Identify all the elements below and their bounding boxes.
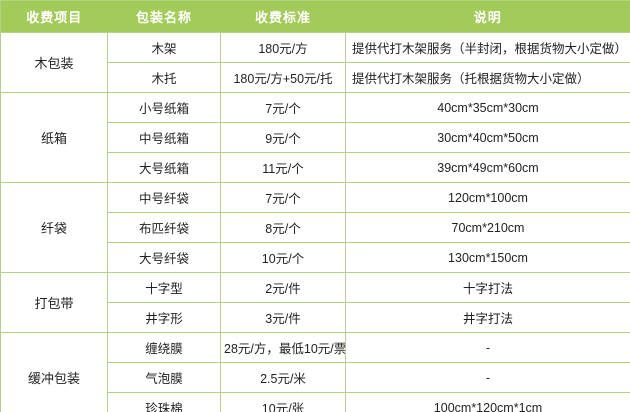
table-row: 珍珠棉 10元/张 100cm*120cm*1cm [1,392,630,412]
table-row: 纤袋 中号纤袋 7元/个 120cm*100cm [0,182,630,273]
table-row: 打包带 十字型 2元/件 十字打法 [0,272,630,333]
price-cell: 11元/个 [220,152,346,183]
table-row: 木包装 木架 180元/方 提供代打木架服务（半封闭，根据货物大小定做） [0,32,630,93]
fee-category-cell: 缓冲包装 [0,332,108,412]
fee-category-cell: 打包带 [0,272,108,333]
fee-category-cell: 木包装 [0,32,108,93]
table-row: 布匹纤袋 8元/个 70cm*210cm [1,212,630,243]
table-row: 中号纸箱 9元/个 30cm*40cm*50cm [1,122,630,153]
table-row: 大号纤袋 10元/个 130cm*150cm [1,242,630,273]
fee-category-cell: 纤袋 [0,182,108,273]
description-cell: 120cm*100cm [345,182,630,213]
table-row: 气泡膜 2.5元/米 - [1,362,630,393]
description-cell: - [345,332,630,363]
package-name-cell: 缠绕膜 [107,332,221,363]
package-name-cell: 布匹纤袋 [107,212,221,243]
description-cell: 提供代打木架服务（半封闭，根据货物大小定做） [345,32,630,63]
price-cell: 28元/方，最低10元/票 [220,332,346,363]
header-fee-item: 收费项目 [0,0,108,33]
package-name-cell: 大号纸箱 [107,152,221,183]
description-cell: 130cm*150cm [345,242,630,273]
header-fee-standard: 收费标准 [220,0,346,33]
package-name-cell: 珍珠棉 [107,392,221,412]
price-cell: 8元/个 [220,212,346,243]
price-cell: 7元/个 [220,92,346,123]
package-name-cell: 木架 [107,32,221,63]
description-cell: 十字打法 [345,272,630,303]
price-cell: 2.5元/米 [220,362,346,393]
fee-category-cell: 纸箱 [0,92,108,183]
table-row: 大号纸箱 11元/个 39cm*49cm*60cm [1,152,630,183]
header-description: 说明 [345,0,630,33]
description-cell: 100cm*120cm*1cm [345,392,630,412]
header-package-name: 包装名称 [107,0,221,33]
price-cell: 3元/件 [220,302,346,333]
package-name-cell: 小号纸箱 [107,92,221,123]
table-header: 收费项目 包装名称 收费标准 说明 [0,0,630,33]
table-row: 缓冲包装 缠绕膜 28元/方，最低10元/票 - [0,332,630,412]
package-name-cell: 井字形 [107,302,221,333]
price-cell: 10元/个 [220,242,346,273]
description-cell: - [345,362,630,393]
description-cell: 提供代打木架服务（托根据货物大小定做） [345,62,630,93]
price-cell: 9元/个 [220,122,346,153]
price-cell: 10元/张 [220,392,346,412]
package-name-cell: 中号纸箱 [107,122,221,153]
header-row: 收费项目 包装名称 收费标准 说明 [0,0,630,33]
package-name-cell: 气泡膜 [107,362,221,393]
table-row: 纸箱 小号纸箱 7元/个 40cm*35cm*30cm [0,92,630,183]
price-cell: 2元/件 [220,272,346,303]
price-cell: 180元/方 [220,32,346,63]
description-cell: 40cm*35cm*30cm [345,92,630,123]
table-body: 木包装 木架 180元/方 提供代打木架服务（半封闭，根据货物大小定做） 木托 180元/… [0,32,630,412]
package-name-cell: 十字型 [107,272,221,303]
description-cell: 39cm*49cm*60cm [345,152,630,183]
package-name-cell: 木托 [107,62,221,93]
package-name-cell: 中号纤袋 [107,182,221,213]
price-cell: 180元/方+50元/托 [220,62,346,93]
description-cell: 井字打法 [345,302,630,333]
description-cell: 70cm*210cm [345,212,630,243]
price-cell: 7元/个 [220,182,346,213]
package-name-cell: 大号纤袋 [107,242,221,273]
description-cell: 30cm*40cm*50cm [345,122,630,153]
